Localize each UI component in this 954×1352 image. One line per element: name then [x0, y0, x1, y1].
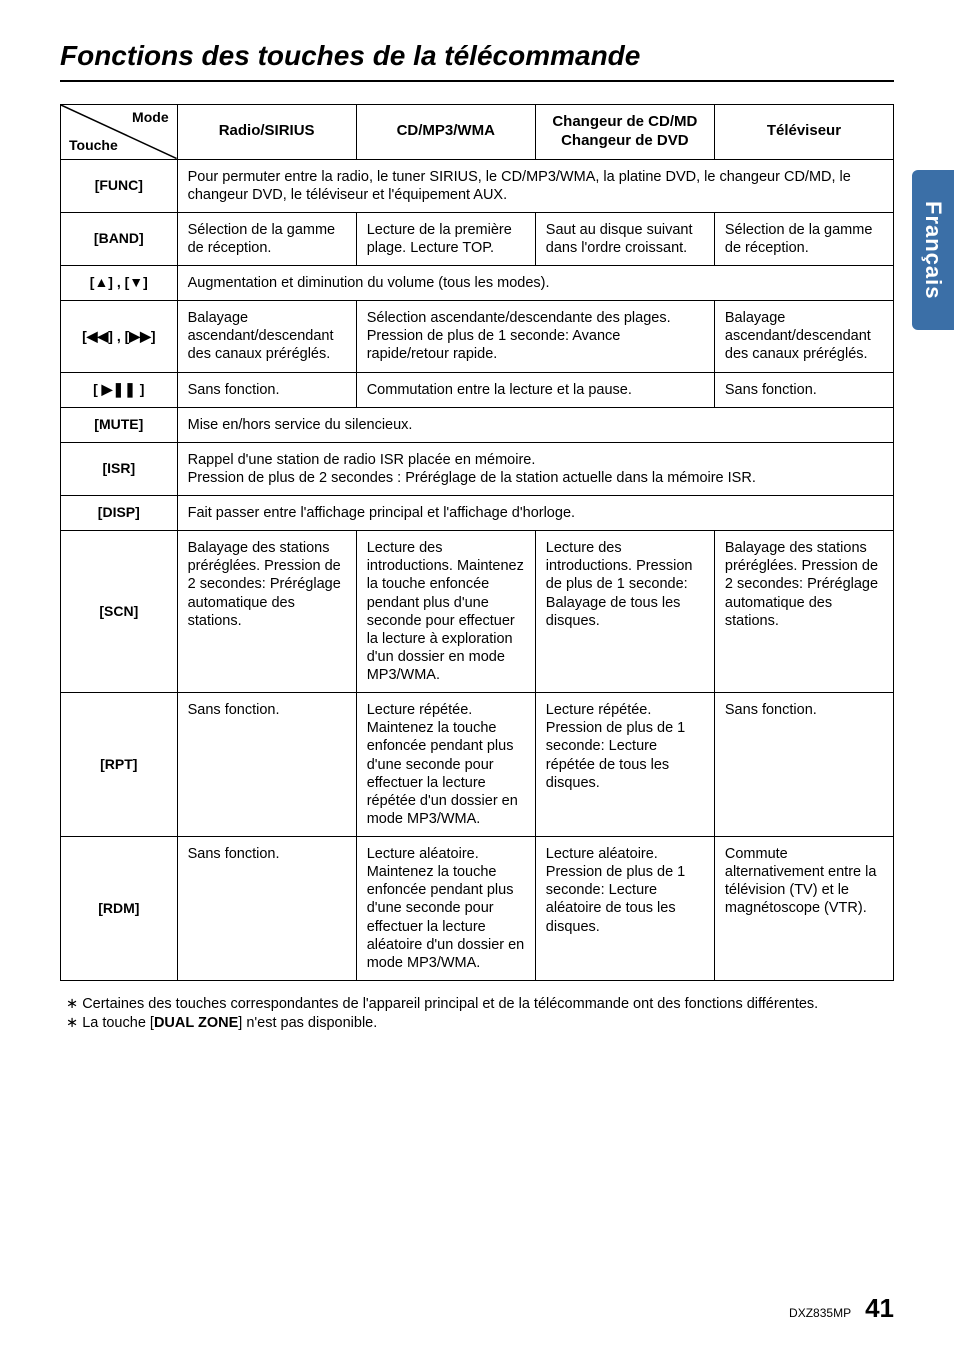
- cell-band-c1: Sélection de la gamme de réception.: [177, 212, 356, 265]
- footnote-2-post: ] n'est pas disponible.: [238, 1015, 377, 1031]
- row-playpause: [ ▶❚❚ ] Sans fonction. Commutation entre…: [61, 372, 894, 407]
- footnote-2-pre: La touche [: [82, 1015, 154, 1031]
- cell-func-all: Pour permuter entre la radio, le tuner S…: [177, 159, 893, 212]
- key-band: [BAND]: [61, 212, 178, 265]
- cell-playpause-c4: Sans fonction.: [714, 372, 893, 407]
- footnotes: ∗ Certaines des touches correspondantes …: [60, 995, 894, 1033]
- key-playpause: [ ▶❚❚ ]: [61, 372, 178, 407]
- cell-rdm-c2: Lecture aléatoire. Maintenez la touche e…: [356, 837, 535, 981]
- cell-band-c2: Lecture de la première plage. Lecture TO…: [356, 212, 535, 265]
- cell-rdm-c3: Lecture aléatoire. Pression de plus de 1…: [535, 837, 714, 981]
- key-rpt: [RPT]: [61, 693, 178, 837]
- cell-prevnext-c23: Sélection ascendante/descendante des pla…: [356, 301, 714, 372]
- key-func: [FUNC]: [61, 159, 178, 212]
- cell-band-c3: Saut au disque suivant dans l'ordre croi…: [535, 212, 714, 265]
- cell-isr-all: Rappel d'une station de radio ISR placée…: [177, 442, 893, 495]
- row-isr: [ISR] Rappel d'une station de radio ISR …: [61, 442, 894, 495]
- col-changer: Changeur de CD/MD Changeur de DVD: [535, 105, 714, 160]
- language-tab: Français: [912, 170, 954, 330]
- page-footer: DXZ835MP 41: [789, 1293, 894, 1324]
- col-changer-l2: Changeur de DVD: [561, 132, 689, 149]
- col-radio: Radio/SIRIUS: [177, 105, 356, 160]
- row-disp: [DISP] Fait passer entre l'affichage pri…: [61, 496, 894, 531]
- row-prevnext: [◀◀] , [▶▶] Balayage ascendant/descendan…: [61, 301, 894, 372]
- cell-playpause-c1: Sans fonction.: [177, 372, 356, 407]
- row-rpt: [RPT] Sans fonction. Lecture répétée. Ma…: [61, 693, 894, 837]
- key-prevnext: [◀◀] , [▶▶]: [61, 301, 178, 372]
- row-updown: [▲] , [▼] Augmentation et diminution du …: [61, 266, 894, 301]
- footnote-2: ∗ La touche [DUAL ZONE] n'est pas dispon…: [60, 1014, 894, 1033]
- corner-touche: Touche: [69, 137, 118, 155]
- row-rdm: [RDM] Sans fonction. Lecture aléatoire. …: [61, 837, 894, 981]
- col-changer-l1: Changeur de CD/MD: [552, 113, 697, 130]
- cell-rpt-c1: Sans fonction.: [177, 693, 356, 837]
- cell-updown-all: Augmentation et diminution du volume (to…: [177, 266, 893, 301]
- cell-mute-all: Mise en/hors service du silencieux.: [177, 407, 893, 442]
- cell-scn-c1: Balayage des stations préréglées. Pressi…: [177, 531, 356, 693]
- cell-scn-c2: Lecture des introductions. Maintenez la …: [356, 531, 535, 693]
- row-band: [BAND] Sélection de la gamme de réceptio…: [61, 212, 894, 265]
- key-updown: [▲] , [▼]: [61, 266, 178, 301]
- row-func: [FUNC] Pour permuter entre la radio, le …: [61, 159, 894, 212]
- key-disp: [DISP]: [61, 496, 178, 531]
- footnote-1: ∗ Certaines des touches correspondantes …: [60, 995, 894, 1014]
- cell-scn-c4: Balayage des stations préréglées. Pressi…: [714, 531, 893, 693]
- footnote-1-text: Certaines des touches correspondantes de…: [82, 996, 818, 1012]
- page-title: Fonctions des touches de la télécommande: [60, 40, 894, 82]
- corner-header: Mode Touche: [61, 105, 178, 160]
- cell-rpt-c4: Sans fonction.: [714, 693, 893, 837]
- col-tv: Téléviseur: [714, 105, 893, 160]
- footer-page-number: 41: [865, 1293, 894, 1324]
- key-scn: [SCN]: [61, 531, 178, 693]
- cell-rpt-c2: Lecture répétée. Maintenez la touche enf…: [356, 693, 535, 837]
- key-isr: [ISR]: [61, 442, 178, 495]
- cell-rpt-c3: Lecture répétée. Pression de plus de 1 s…: [535, 693, 714, 837]
- key-rdm: [RDM]: [61, 837, 178, 981]
- cell-disp-all: Fait passer entre l'affichage principal …: [177, 496, 893, 531]
- cell-rdm-c4: Commute alternativement entre la télévis…: [714, 837, 893, 981]
- footnote-2-bold: DUAL ZONE: [154, 1015, 238, 1031]
- row-scn: [SCN] Balayage des stations préréglées. …: [61, 531, 894, 693]
- corner-mode: Mode: [132, 109, 169, 127]
- cell-prevnext-c1: Balayage ascendant/descendant des canaux…: [177, 301, 356, 372]
- footer-model: DXZ835MP: [789, 1306, 851, 1320]
- functions-table: Mode Touche Radio/SIRIUS CD/MP3/WMA Chan…: [60, 104, 894, 981]
- cell-band-c4: Sélection de la gamme de réception.: [714, 212, 893, 265]
- row-mute: [MUTE] Mise en/hors service du silencieu…: [61, 407, 894, 442]
- cell-rdm-c1: Sans fonction.: [177, 837, 356, 981]
- cell-prevnext-c4: Balayage ascendant/descendant des canaux…: [714, 301, 893, 372]
- table-header-row: Mode Touche Radio/SIRIUS CD/MP3/WMA Chan…: [61, 105, 894, 160]
- language-tab-label: Français: [920, 201, 946, 300]
- cell-playpause-c23: Commutation entre la lecture et la pause…: [356, 372, 714, 407]
- cell-scn-c3: Lecture des introductions. Pression de p…: [535, 531, 714, 693]
- key-mute: [MUTE]: [61, 407, 178, 442]
- col-cd: CD/MP3/WMA: [356, 105, 535, 160]
